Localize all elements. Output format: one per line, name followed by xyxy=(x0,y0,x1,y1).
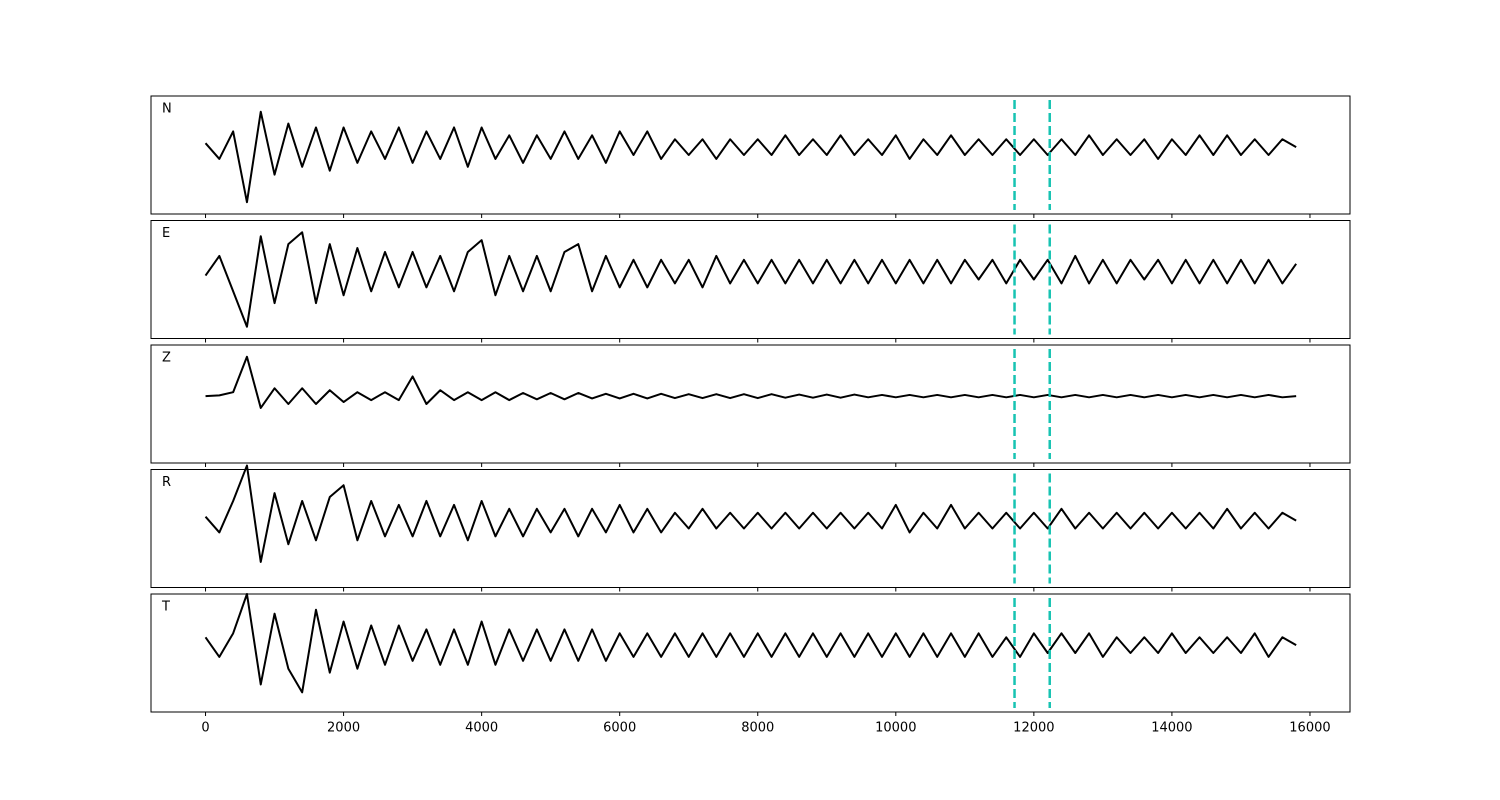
panel-frame xyxy=(150,344,1351,464)
panel-label: E xyxy=(162,226,170,241)
panel-label: Z xyxy=(162,351,171,366)
trace-line xyxy=(204,593,1297,694)
trace-line xyxy=(205,355,1297,409)
x-tick-label: 16000 xyxy=(1289,721,1330,736)
trace-line xyxy=(204,231,1297,328)
panel-frame xyxy=(150,95,1351,215)
panel-frame xyxy=(150,593,1351,713)
x-tick-label: 6000 xyxy=(603,721,636,736)
trace-line xyxy=(204,110,1297,204)
x-tick-label: 10000 xyxy=(875,721,916,736)
panel-label: T xyxy=(161,600,170,615)
trace-line xyxy=(204,464,1297,563)
x-tick-label: 2000 xyxy=(327,721,360,736)
x-tick-label: 12000 xyxy=(1013,721,1054,736)
x-tick-label: 4000 xyxy=(465,721,498,736)
x-tick-label: 0 xyxy=(201,721,209,736)
x-tick-label: 8000 xyxy=(741,721,774,736)
panel-frame xyxy=(150,220,1351,339)
panel-frame xyxy=(150,469,1351,588)
panel-label: N xyxy=(162,102,172,117)
x-tick-label: 14000 xyxy=(1151,721,1192,736)
panel-label: R xyxy=(162,475,171,490)
